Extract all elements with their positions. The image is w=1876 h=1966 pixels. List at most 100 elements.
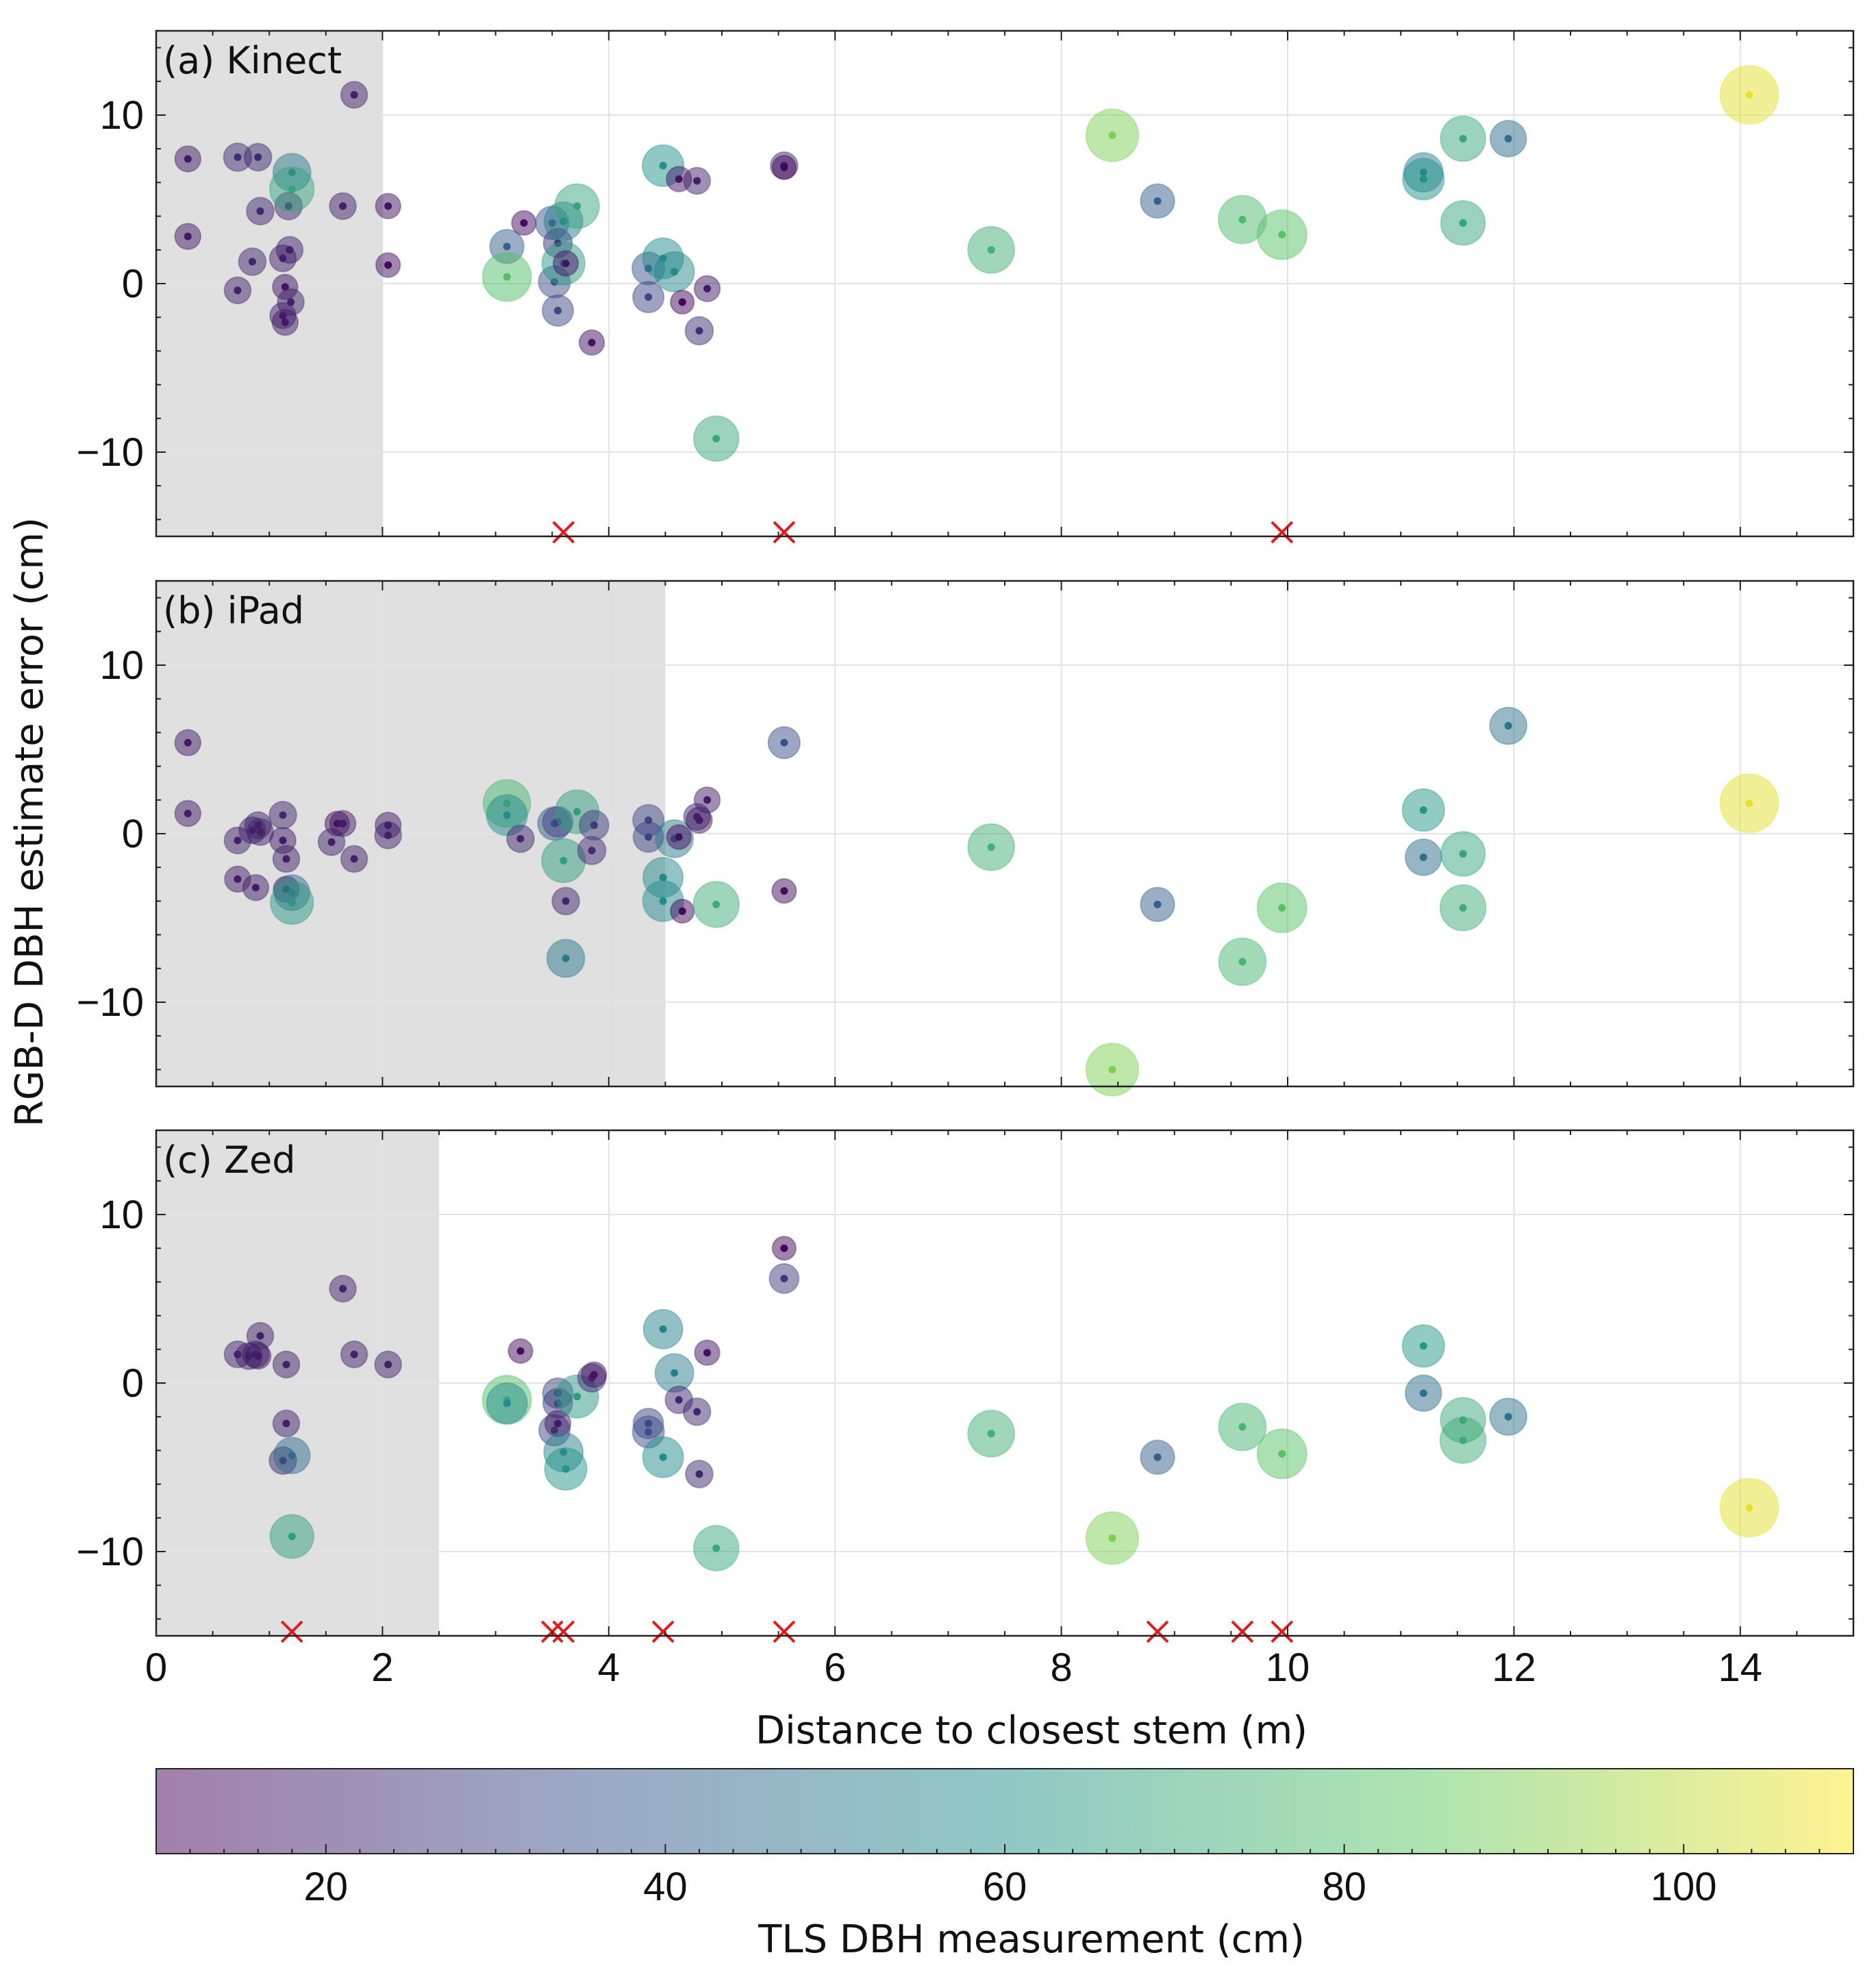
data-point-center xyxy=(590,1371,598,1379)
x-axis-label: Distance to closest stem (m) xyxy=(755,1708,1308,1753)
data-point-center xyxy=(327,838,336,846)
data-point-center xyxy=(588,338,596,347)
data-point-center xyxy=(503,1399,511,1408)
data-point-center xyxy=(1238,1423,1247,1431)
data-point-center xyxy=(254,1352,262,1360)
data-point-center xyxy=(695,1470,703,1478)
data-point-center xyxy=(645,833,653,841)
data-point-center xyxy=(780,163,788,171)
data-point-center xyxy=(703,284,712,293)
data-point-center xyxy=(1153,1453,1162,1461)
data-point-center xyxy=(1238,958,1247,966)
data-point-center xyxy=(1238,216,1247,224)
data-point-center xyxy=(254,153,262,161)
panel-2: 10 0 −10 (c) Zed 0 2 4 6 8 10 12 14 xyxy=(77,1129,1855,1690)
excluded-marker xyxy=(552,521,575,544)
data-point-center xyxy=(1153,900,1162,908)
data-point-center xyxy=(520,219,528,227)
excluded-marker xyxy=(1146,1620,1169,1643)
excluded-marker xyxy=(1271,521,1294,544)
x-tick-label: 2 xyxy=(371,1645,393,1690)
data-point-center xyxy=(503,811,511,819)
data-point-center xyxy=(350,90,358,99)
data-point-center xyxy=(1108,1065,1116,1073)
data-point-center xyxy=(675,1396,683,1404)
panels-group: 10 0 −10 (a) Kinect 10 0 −10 (b) iPad 10 0 −10 (c) … xyxy=(77,29,1855,1690)
data-point-center xyxy=(560,856,568,864)
panel-label: (a) Kinect xyxy=(163,39,342,82)
y-tick-label: 10 xyxy=(99,93,144,138)
y-tick-label: 10 xyxy=(99,1193,144,1237)
data-point-center xyxy=(503,242,511,251)
data-point-center xyxy=(1153,197,1162,205)
data-point-center xyxy=(1278,231,1286,239)
y-tick-label: −10 xyxy=(77,430,144,475)
data-point-center xyxy=(695,816,703,824)
data-point-center xyxy=(339,1284,347,1293)
data-point-center xyxy=(1459,1436,1467,1445)
colorbar: 20 40 60 80 100 xyxy=(155,1768,1854,1909)
data-point-center xyxy=(573,1393,581,1401)
data-point-center xyxy=(675,833,683,841)
x-tick-label: 8 xyxy=(1050,1645,1072,1690)
data-point-center xyxy=(1504,722,1512,730)
data-point-center xyxy=(588,847,596,855)
data-point-center xyxy=(234,875,242,883)
colorbar-tick-label: 60 xyxy=(983,1865,1027,1909)
data-point-center xyxy=(339,819,347,828)
data-point-center xyxy=(678,907,686,915)
x-tick-label: 12 xyxy=(1492,1645,1536,1690)
data-point-center xyxy=(256,207,264,215)
data-point-center xyxy=(1745,1504,1753,1512)
data-point-center xyxy=(516,834,525,843)
panel-label: (c) Zed xyxy=(163,1138,295,1182)
data-point-center xyxy=(780,738,788,747)
x-tick-label: 4 xyxy=(598,1645,620,1690)
data-point-center xyxy=(516,1347,525,1355)
data-point-center xyxy=(1745,799,1753,808)
data-point-center xyxy=(659,897,667,905)
data-point-center xyxy=(282,1360,290,1369)
data-point-center xyxy=(234,286,242,295)
excluded-marker xyxy=(773,1620,796,1643)
data-point-center xyxy=(279,811,287,819)
data-point-center xyxy=(562,259,570,267)
data-point-center xyxy=(288,899,296,907)
y-tick-label: 0 xyxy=(122,812,144,856)
y-tick-label: −10 xyxy=(77,1530,144,1574)
colorbar-tick-label: 100 xyxy=(1651,1865,1717,1909)
data-point-center xyxy=(1278,904,1286,912)
y-tick-label: 10 xyxy=(99,643,144,688)
data-point-center xyxy=(281,319,289,327)
data-point-center xyxy=(1459,134,1467,142)
data-point-center xyxy=(1419,1342,1427,1350)
panel-label: (b) iPad xyxy=(163,589,304,632)
panel-1: 10 0 −10 (b) iPad xyxy=(77,580,1855,1097)
data-point-center xyxy=(256,1332,264,1340)
data-point-center xyxy=(659,1453,667,1461)
data-point-center xyxy=(553,1419,562,1428)
x-tick-label: 10 xyxy=(1266,1645,1310,1690)
data-point-center xyxy=(234,836,242,845)
colorbar-tick-label: 80 xyxy=(1322,1865,1366,1909)
excluded-marker xyxy=(651,1620,675,1643)
data-point-center xyxy=(780,1274,788,1282)
data-point-center xyxy=(987,1430,995,1438)
data-point-center xyxy=(1459,219,1467,227)
data-point-center xyxy=(562,897,570,905)
excluded-marker xyxy=(1271,1620,1294,1643)
data-point-center xyxy=(562,954,570,962)
data-point-center xyxy=(1419,806,1427,814)
data-point-center xyxy=(1278,1449,1286,1458)
panel-0: 10 0 −10 (a) Kinect xyxy=(77,29,1855,544)
data-point-center xyxy=(780,1244,788,1252)
data-point-center xyxy=(288,1532,296,1541)
data-point-center xyxy=(693,177,701,185)
data-point-center xyxy=(780,887,788,895)
data-point-center xyxy=(350,855,358,863)
data-point-center xyxy=(562,1465,570,1473)
data-point-center xyxy=(1504,134,1512,142)
data-point-center xyxy=(350,1350,358,1358)
colorbar-label: TLS DBH measurement (cm) xyxy=(758,1917,1305,1962)
data-point-center xyxy=(384,261,392,269)
